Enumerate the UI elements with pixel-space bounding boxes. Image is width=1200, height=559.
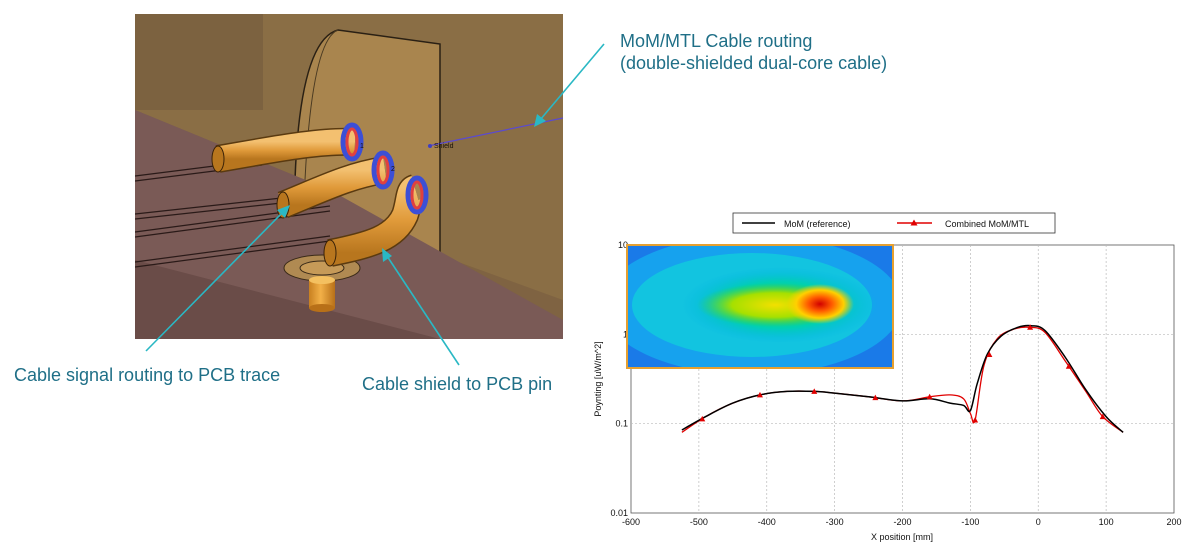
series-marker-combined-mom-mtl [1099,413,1106,420]
x-tick-label: -300 [826,517,844,527]
x-tick-label: 100 [1099,517,1114,527]
y-tick-label: 0.1 [615,419,628,429]
cable-routing-subtitle: (double-shielded dual-core cable) [620,53,888,73]
x-tick-label: -600 [622,517,640,527]
x-tick-label: 0 [1036,517,1041,527]
y-tick-label: 0.01 [610,508,628,518]
series-marker-combined-mom-mtl [811,388,818,394]
series-marker-combined-mom-mtl [1027,324,1034,330]
field-heatmap-inset [626,244,894,369]
x-tick-label: -400 [758,517,776,527]
legend-label-mtl: Combined MoM/MTL [945,219,1029,229]
cable-routing-title: MoM/MTL Cable routing [620,31,813,51]
cable-model-render: Shield 1 2 [135,14,563,339]
x-tick-label: 200 [1166,517,1181,527]
series-marker-combined-mom-mtl [699,415,706,422]
pcb-board-edge [135,260,440,339]
pcb-pin-post-top [309,276,335,284]
chart-legend [732,212,1056,234]
port-1-label: 1 [360,143,364,150]
cable-routing-annotation: MoM/MTL Cable routing (double-shielded d… [620,30,887,74]
pointer-routing [539,43,605,121]
x-axis-label: X position [mm] [871,532,933,542]
pointer-routing-head [534,114,546,127]
shield-label: Shield [434,143,454,150]
series-marker-combined-mom-mtl [1065,363,1072,369]
x-tick-label: -200 [893,517,911,527]
series-marker-combined-mom-mtl [926,393,933,400]
pointer-shield-head [382,248,392,262]
legend-marker-mtl [910,219,918,226]
series-marker-combined-mom-mtl [986,351,993,358]
port-2-label: 2 [391,166,395,173]
y-axis-label: Poynting [uW/m^2] [593,341,603,416]
series-marker-combined-mom-mtl [756,391,763,398]
pointer-shield [386,255,460,366]
y-tick-label: 10 [618,240,628,250]
series-line-mom-reference [681,324,1124,433]
pcb-pin-post-bottom [309,304,335,312]
pointer-arrows [145,43,605,366]
shield-pin-annotation: Cable shield to PCB pin [362,374,553,394]
pcb-pin-post [309,280,335,308]
x-tick-label: -100 [961,517,979,527]
cable-route-node [428,144,432,148]
plot-grid [631,245,1174,513]
pointer-signal [145,211,284,352]
x-tick-label: -500 [690,517,708,527]
plot-series [681,324,1124,433]
pointer-signal-head [277,205,290,218]
signal-routing-annotation: Cable signal routing to PCB trace [14,365,281,385]
axis-ticks: -600 -500 -400 -300 -200 -100 0 100 200 0.01 0.1 1 1… [610,240,1181,527]
series-marker-combined-mom-mtl [972,416,979,423]
poynting-chart: MoM (reference) Combined MoM/MTL -600 -50… [593,212,1182,542]
series-marker-combined-mom-mtl [872,394,879,401]
connector-rings [340,122,429,215]
legend-label-mom: MoM (reference) [784,219,851,229]
y-tick-label: 1 [623,329,628,339]
enclosure-side-shade [135,14,263,110]
